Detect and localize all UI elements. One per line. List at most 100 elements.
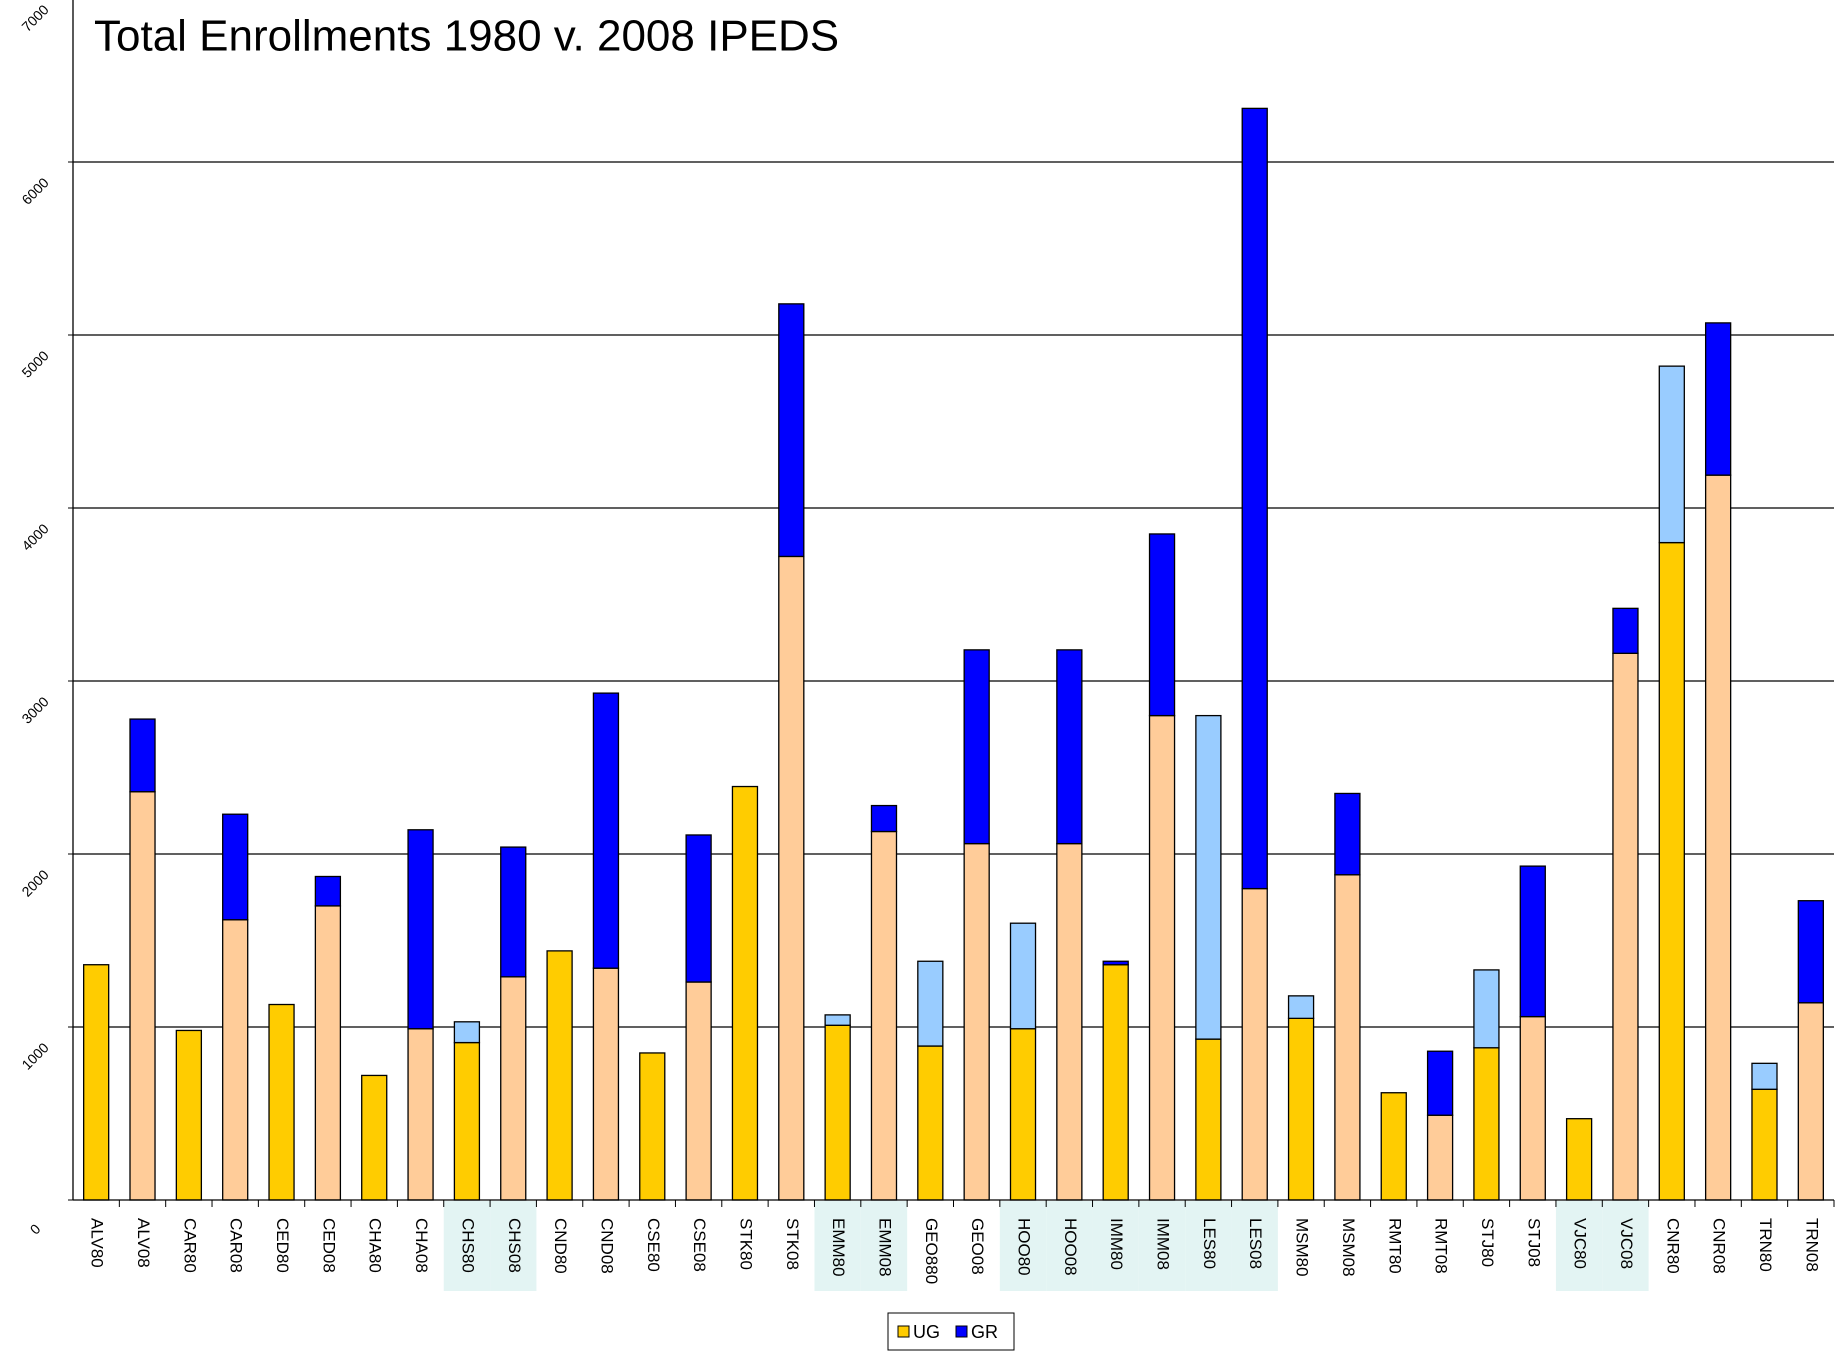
x-tick-label: VJC08 bbox=[1617, 1218, 1636, 1269]
bar-segment bbox=[546, 950, 573, 1201]
x-tick-label: STJ80 bbox=[1478, 1218, 1497, 1267]
x-tick-label: CSE80 bbox=[644, 1218, 663, 1272]
bar-segment bbox=[407, 829, 434, 1030]
x-tick-label: STJ08 bbox=[1524, 1218, 1543, 1267]
x-tick-label: MSM80 bbox=[1293, 1218, 1312, 1277]
x-tick-label: RMT80 bbox=[1385, 1218, 1404, 1274]
y-tick-label: 1000 bbox=[18, 1039, 51, 1072]
x-tick-label: STK80 bbox=[736, 1218, 755, 1270]
y-tick-label: 2000 bbox=[18, 866, 51, 899]
bar-segment bbox=[778, 555, 805, 1201]
bar-segment bbox=[453, 1041, 481, 1201]
category-highlight bbox=[443, 1201, 491, 1291]
x-tick-label: CNR08 bbox=[1710, 1218, 1729, 1274]
y-tick-label: 5000 bbox=[18, 347, 51, 380]
bar-segment bbox=[1473, 1047, 1500, 1201]
bar-segment bbox=[1195, 714, 1222, 1040]
bar-segment bbox=[1056, 842, 1083, 1201]
category-highlight bbox=[1555, 1201, 1603, 1291]
x-tick-label: IMM08 bbox=[1154, 1218, 1173, 1270]
x-tick-label: CHS08 bbox=[505, 1218, 524, 1273]
category-highlight bbox=[1092, 1201, 1139, 1291]
legend-swatch bbox=[955, 1325, 968, 1338]
bar-segment bbox=[1473, 969, 1500, 1049]
x-tick-label: LES08 bbox=[1246, 1218, 1265, 1269]
x-tick-label: LES80 bbox=[1200, 1218, 1219, 1269]
x-tick-label: CHS80 bbox=[458, 1218, 477, 1273]
bar-segment bbox=[917, 1045, 944, 1201]
category-highlight bbox=[1138, 1201, 1186, 1291]
bar-segment bbox=[1519, 1015, 1546, 1201]
bar-segment bbox=[1565, 1118, 1593, 1201]
bar-segment bbox=[1287, 995, 1315, 1019]
bar-segment bbox=[824, 1014, 851, 1026]
bar-segment bbox=[129, 791, 156, 1201]
legend-swatch bbox=[897, 1325, 910, 1338]
bar-segment bbox=[1334, 874, 1361, 1201]
category-highlight bbox=[1231, 1201, 1278, 1291]
category-highlight bbox=[1185, 1201, 1232, 1291]
bar-segment bbox=[1658, 365, 1685, 544]
bar-segment bbox=[1009, 1028, 1037, 1201]
y-tick-label: 4000 bbox=[18, 520, 51, 553]
category-highlight bbox=[999, 1201, 1047, 1291]
x-tick-label: CHA08 bbox=[412, 1218, 431, 1273]
bar-segment bbox=[83, 964, 110, 1201]
bar-segment bbox=[1519, 865, 1546, 1018]
bar-segment bbox=[1751, 1062, 1778, 1090]
bar-segment bbox=[917, 960, 944, 1047]
bar-segment bbox=[1241, 107, 1268, 890]
bar-segment bbox=[453, 1021, 481, 1044]
bar-segment bbox=[1612, 607, 1639, 654]
bar-segment bbox=[1056, 649, 1083, 845]
bar-segment bbox=[1751, 1088, 1778, 1201]
bar-segment bbox=[1797, 900, 1824, 1004]
bar-segment bbox=[268, 1003, 295, 1201]
bar-segment bbox=[1612, 652, 1639, 1201]
bar-segment bbox=[731, 785, 759, 1201]
bar-segment bbox=[361, 1074, 388, 1201]
bar-segment bbox=[1426, 1114, 1454, 1201]
bar-segment bbox=[870, 804, 898, 833]
x-tick-label: CAR08 bbox=[227, 1218, 246, 1273]
x-tick-label: STK08 bbox=[783, 1218, 802, 1270]
category-highlight bbox=[860, 1201, 908, 1291]
x-tick-label: GEO880 bbox=[922, 1218, 941, 1284]
category-highlight bbox=[1046, 1201, 1093, 1291]
legend: UG GR bbox=[887, 1312, 1015, 1351]
bar-segment bbox=[639, 1052, 666, 1201]
bar-segment bbox=[1334, 792, 1361, 876]
bar-segment bbox=[824, 1024, 851, 1201]
bar-segment bbox=[175, 1029, 203, 1201]
background-layer bbox=[443, 1201, 1649, 1291]
legend-label: UG bbox=[913, 1322, 940, 1342]
bar-segment bbox=[870, 830, 898, 1201]
x-tick-label: CED08 bbox=[319, 1218, 338, 1273]
x-tick-label: TRN08 bbox=[1802, 1218, 1821, 1272]
bar-segment bbox=[963, 842, 990, 1201]
y-tick-label: 6000 bbox=[18, 174, 51, 207]
x-tick-label: CND80 bbox=[551, 1218, 570, 1274]
x-tick-label: MSM08 bbox=[1339, 1218, 1358, 1277]
bar-segment bbox=[1102, 964, 1129, 1201]
bar-segment bbox=[1380, 1092, 1407, 1201]
x-tick-label: CND08 bbox=[597, 1218, 616, 1274]
x-tick-label: TRN80 bbox=[1756, 1218, 1775, 1272]
x-tick-label: VJC80 bbox=[1571, 1218, 1590, 1269]
bar-segment bbox=[778, 303, 805, 558]
x-tick-label: CSE08 bbox=[690, 1218, 709, 1272]
bar-segment bbox=[685, 834, 712, 983]
bar-segment bbox=[685, 981, 712, 1201]
bar-segment bbox=[1658, 541, 1685, 1201]
x-tick-label: HOO80 bbox=[1015, 1218, 1034, 1276]
y-tick-label: 7000 bbox=[18, 1, 51, 34]
x-tick-label: CED80 bbox=[273, 1218, 292, 1273]
x-tick-label: EMM08 bbox=[876, 1218, 895, 1277]
x-tick-label: ALV80 bbox=[88, 1218, 107, 1268]
x-tick-label: CNR80 bbox=[1663, 1218, 1682, 1274]
legend-label: GR bbox=[971, 1322, 998, 1342]
x-tick-label: IMM80 bbox=[1107, 1218, 1126, 1270]
x-tick-label: RMT08 bbox=[1432, 1218, 1451, 1274]
